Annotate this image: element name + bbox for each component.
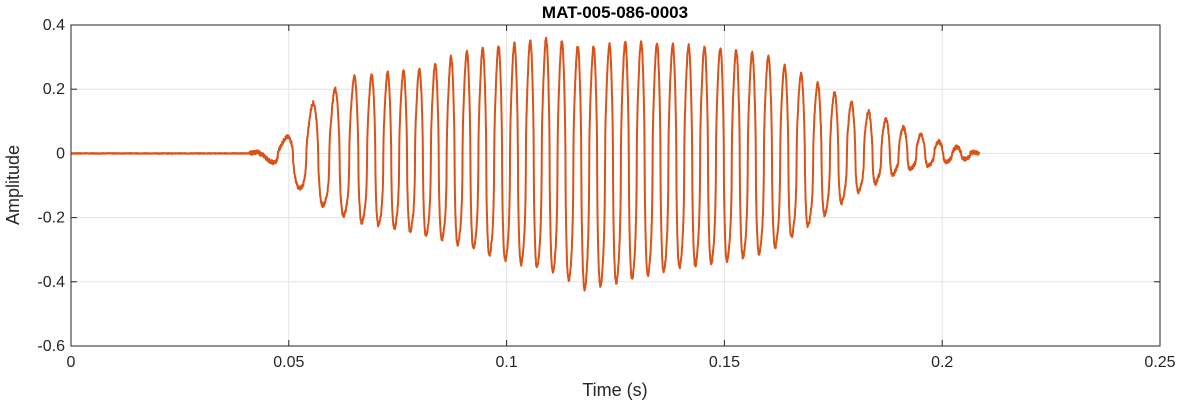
y-tick-label: -0.6 <box>37 338 65 355</box>
x-tick-label: 0.05 <box>273 354 304 371</box>
y-tick-label: -0.2 <box>37 210 65 227</box>
x-tick-label: 0 <box>67 354 76 371</box>
x-tick-labels: 0 0.05 0.1 0.15 0.2 0.25 <box>67 354 1176 371</box>
x-tick-label: 0.1 <box>495 354 517 371</box>
chart-title: MAT-005-086-0003 <box>542 3 688 22</box>
x-tick-label: 0.25 <box>1144 354 1175 371</box>
series-line <box>70 36 981 292</box>
plot-area <box>70 24 1161 347</box>
x-tick-label: 0.15 <box>709 354 740 371</box>
y-tick-label: 0.2 <box>43 81 65 98</box>
y-axis-label: Amplitude <box>3 145 23 225</box>
y-tick-label: -0.4 <box>37 274 65 291</box>
y-tick-labels: -0.6 -0.4 -0.2 0 0.2 0.4 <box>37 17 65 355</box>
x-tick-label: 0.2 <box>931 354 953 371</box>
y-tick-label: 0.4 <box>43 17 65 34</box>
plot-border <box>70 24 1161 347</box>
y-tick-label: 0 <box>56 145 65 162</box>
x-axis-label: Time (s) <box>582 380 647 400</box>
